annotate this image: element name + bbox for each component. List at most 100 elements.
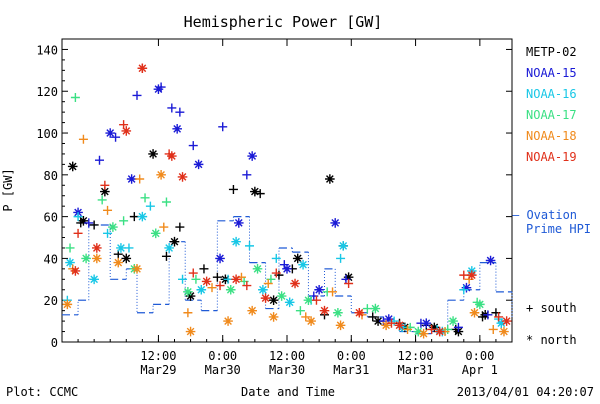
x-tick-label: 0:00 xyxy=(208,349,237,363)
y-tick-label: 60 xyxy=(44,211,58,225)
noaa-18-south-point xyxy=(135,174,145,184)
x-tick-sublabel: Apr 1 xyxy=(462,363,498,377)
noaa-15-north-point xyxy=(314,284,324,295)
noaa-16-south-point xyxy=(145,201,155,211)
noaa-15-south-point xyxy=(242,170,252,180)
x-tick-label: 12:00 xyxy=(269,349,305,363)
x-tick-label: 0:00 xyxy=(337,349,366,363)
legend-entry-metp-02: METP-02 xyxy=(526,45,577,59)
noaa-15-north-point xyxy=(105,128,116,138)
noaa-17-north-point xyxy=(448,316,458,326)
noaa-19-north-point xyxy=(177,172,188,182)
noaa-19-north-point xyxy=(354,307,365,318)
metp-02-north-point xyxy=(121,253,132,264)
metp-02-north-point xyxy=(343,272,354,283)
legend-entry-noaa-17: NOAA-17 xyxy=(526,108,577,122)
noaa-18-north-point xyxy=(223,316,233,326)
metp-02-north-point xyxy=(292,253,303,264)
noaa-15-north-point xyxy=(215,253,225,264)
noaa-16-south-point xyxy=(336,253,346,263)
noaa-18-north-point xyxy=(132,264,142,274)
noaa-15-south-point xyxy=(218,122,228,132)
noaa-17-north-point xyxy=(303,295,314,306)
noaa-15-south-point xyxy=(188,141,198,151)
x-tick-label: 12:00 xyxy=(140,349,176,363)
noaa-16-north-point xyxy=(164,243,174,253)
noaa-15-north-point xyxy=(247,151,257,161)
noaa-17-north-point xyxy=(370,303,381,314)
noaa-17-north-point xyxy=(475,299,485,310)
noaa-18-south-point xyxy=(78,134,88,144)
x-tick-sublabel: Mar31 xyxy=(398,363,434,377)
noaa-18-north-point xyxy=(499,326,509,337)
noaa-19-south-point xyxy=(215,281,225,291)
noaa-17-south-point xyxy=(65,243,75,253)
noaa-17-south-point xyxy=(161,197,171,207)
noaa-18-south-point xyxy=(488,324,498,334)
footer-timestamp: 2013/04/01 04:20:07 xyxy=(457,385,594,399)
noaa-18-north-point xyxy=(247,305,257,316)
y-tick-label: 0 xyxy=(51,336,58,350)
noaa-17-south-point xyxy=(70,93,80,103)
metp-02-south-point xyxy=(89,220,99,230)
noaa-16-south-point xyxy=(245,241,254,251)
noaa-16-north-point xyxy=(196,284,207,295)
noaa-17-south-point xyxy=(119,216,129,226)
noaa-18-north-point xyxy=(469,307,480,318)
metp-02-north-point xyxy=(325,174,335,184)
noaa-15-south-point xyxy=(167,103,177,113)
metp-02-north-point xyxy=(429,322,440,333)
noaa-17-north-point xyxy=(333,307,343,318)
noaa-18-north-point xyxy=(418,328,429,339)
noaa-15-south-point xyxy=(483,310,493,320)
noaa-15-north-point xyxy=(330,218,341,228)
metp-02-south-point xyxy=(368,312,378,322)
noaa-17-north-point xyxy=(276,291,287,301)
noaa-18-south-point xyxy=(183,308,193,318)
noaa-19-north-point xyxy=(501,316,512,326)
metp-02-north-point xyxy=(148,149,158,159)
noaa-19-north-point xyxy=(167,151,177,161)
metp-02-north-point xyxy=(169,236,180,247)
y-tick-label: 140 xyxy=(36,43,58,57)
noaa-19-south-point xyxy=(100,180,110,190)
metp-02-south-point xyxy=(228,184,238,194)
noaa-19-north-point xyxy=(290,278,300,289)
noaa-16-south-point xyxy=(124,243,134,253)
x-tick-sublabel: Mar30 xyxy=(269,363,305,377)
metp-02-south-point xyxy=(129,212,139,222)
noaa-15-south-point xyxy=(132,90,142,100)
legend-entry-noaa-15: NOAA-15 xyxy=(526,66,577,80)
noaa-17-north-point xyxy=(413,326,424,337)
noaa-15-north-point xyxy=(193,159,204,170)
metp-02-south-point xyxy=(161,251,171,261)
x-tick-sublabel: Mar31 xyxy=(333,363,369,377)
noaa-19-south-point xyxy=(386,318,396,328)
noaa-16-north-point xyxy=(231,236,241,247)
noaa-18-north-point xyxy=(268,312,279,322)
y-tick-label: 80 xyxy=(44,169,58,183)
noaa-17-south-point xyxy=(362,304,372,314)
noaa-17-north-point xyxy=(252,264,263,274)
metp-02-north-point xyxy=(100,186,110,197)
noaa-16-south-point xyxy=(73,212,83,222)
noaa-18-north-point xyxy=(156,170,166,180)
noaa-17-north-point xyxy=(108,222,118,232)
legend-entry-noaa-19: NOAA-19 xyxy=(526,150,577,164)
noaa-18-north-point xyxy=(185,326,196,337)
legend-entry-noaa-16: NOAA-16 xyxy=(526,87,577,101)
noaa-16-north-point xyxy=(137,211,148,222)
noaa-17-north-point xyxy=(81,253,91,264)
noaa-19-south-point xyxy=(494,312,504,322)
noaa-17-south-point xyxy=(191,274,201,284)
noaa-15-north-point xyxy=(485,255,496,266)
noaa-15-south-point xyxy=(95,155,104,165)
noaa-18-north-point xyxy=(62,299,73,310)
legend-ovation-sublabel: Prime HPI xyxy=(526,222,591,236)
noaa-19-south-point xyxy=(73,228,83,238)
noaa-19-north-point xyxy=(92,243,102,253)
noaa-18-south-point xyxy=(328,287,338,297)
x-tick-sublabel: Mar29 xyxy=(140,363,176,377)
